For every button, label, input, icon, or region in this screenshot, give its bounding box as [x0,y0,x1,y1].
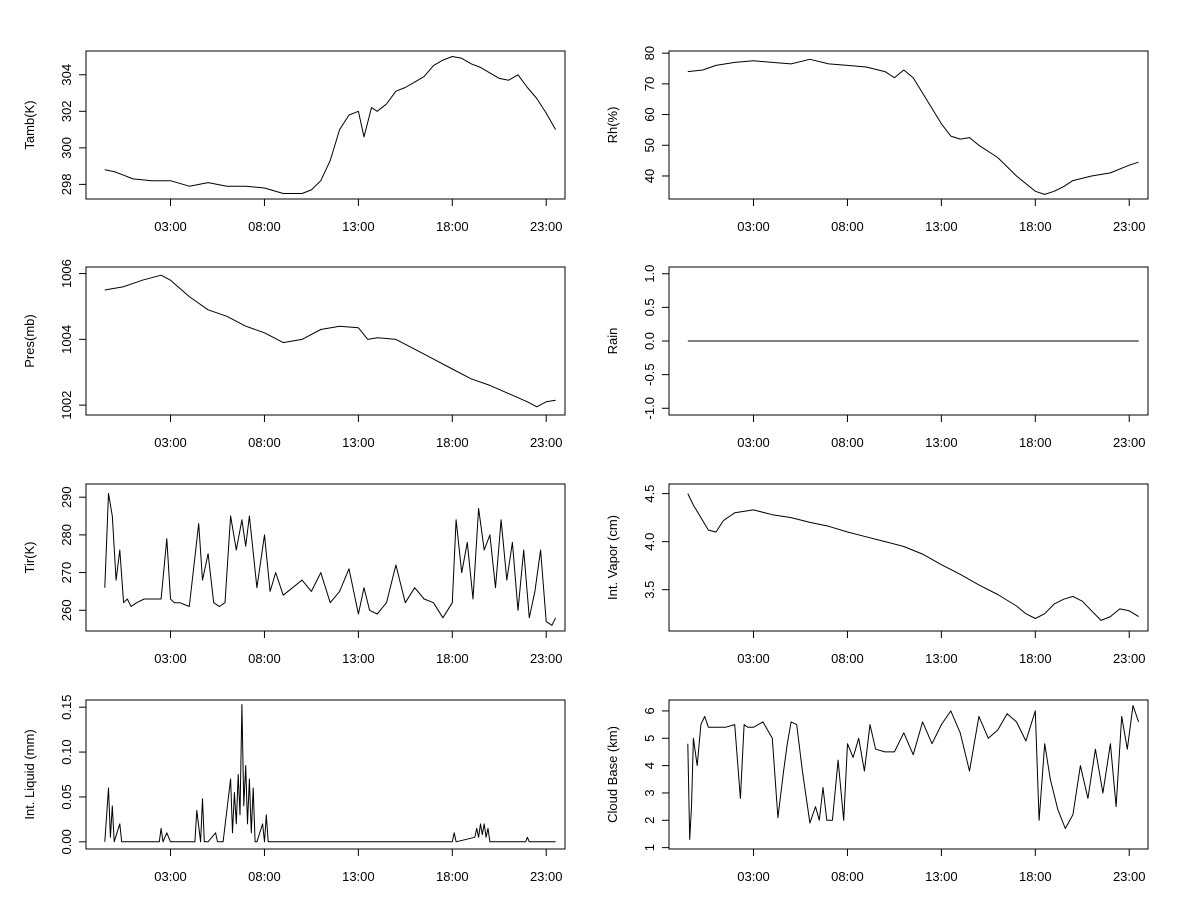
tir-k-x-tick-label: 03:00 [154,651,187,666]
tamb-k-x-tick-label: 13:00 [342,219,375,234]
cloud-base-km-y-tick-label: 6 [642,707,657,714]
rain-y-tick-label: -1.0 [642,397,657,419]
int-vapor-cm-y-tick-label: 4.5 [642,485,657,503]
tir-k-series-line [104,492,557,626]
cloud-base-km-y-tick-label: 3 [642,789,657,796]
tamb-k-x-tick-label: 18:00 [436,219,469,234]
int-liquid-mm-y-axis-label: Int. Liquid (mm) [22,729,37,819]
tir-k-plot-frame [85,483,566,632]
int-liquid-mm-y-tick-label: 0.10 [59,739,74,764]
pres-mb-series-line [104,274,556,408]
rh-x-tick-label: 13:00 [925,219,958,234]
rain-x-tick-label: 03:00 [737,435,770,450]
tir-k-y-axis-label: Tir(K) [22,541,37,573]
int-liquid-mm-plot-frame [85,699,566,850]
tir-k-x-tick-label: 08:00 [248,651,281,666]
int-liquid-mm-y-tick-label: 0.05 [59,784,74,809]
tamb-k-x-tick-label: 23:00 [530,219,563,234]
tir-k-x-tick-label: 23:00 [530,651,563,666]
rh-y-tick-label: 60 [642,107,657,121]
tir-k-x-tick-label: 18:00 [436,651,469,666]
pres-mb-x-tick-label: 23:00 [530,435,563,450]
tamb-k-x-tick-label: 03:00 [154,219,187,234]
tamb-k-x-tick-label: 08:00 [248,219,281,234]
cloud-base-km-x-tick-label: 23:00 [1113,869,1146,884]
rain-y-tick-label: -0.5 [642,363,657,385]
int-vapor-cm-x-tick-label: 18:00 [1019,651,1052,666]
tamb-k-y-axis-label: Tamb(K) [22,100,37,149]
cloud-base-km-y-tick-label: 4 [642,762,657,769]
tir-k-y-tick-label: 270 [59,562,74,584]
rh-x-tick-label: 03:00 [737,219,770,234]
int-vapor-cm-series-line [687,493,1139,621]
tamb-k-plot-frame [85,50,566,200]
pres-mb-y-tick-label: 1002 [59,391,74,420]
pres-mb-x-tick-label: 03:00 [154,435,187,450]
int-liquid-mm-x-tick-label: 23:00 [530,869,563,884]
rain-x-tick-label: 08:00 [831,435,864,450]
rh-y-tick-label: 40 [642,169,657,183]
int-vapor-cm-plot-frame [668,483,1149,632]
cloud-base-km-y-tick-label: 1 [642,844,657,851]
tir-k-x-tick-label: 13:00 [342,651,375,666]
cloud-base-km-series-line [687,705,1140,840]
int-liquid-mm-x-tick-label: 18:00 [436,869,469,884]
cloud-base-km-x-tick-label: 08:00 [831,869,864,884]
rain-x-tick-label: 23:00 [1113,435,1146,450]
int-liquid-mm-x-tick-label: 13:00 [342,869,375,884]
cloud-base-km-x-tick-label: 18:00 [1019,869,1052,884]
int-vapor-cm-y-tick-label: 4.0 [642,533,657,551]
rain-y-tick-label: 0.0 [642,332,657,350]
rh-x-tick-label: 08:00 [831,219,864,234]
rh-plot-frame [668,50,1149,200]
tamb-k-y-tick-label: 300 [59,137,74,159]
rain-x-tick-label: 13:00 [925,435,958,450]
rh-y-tick-label: 80 [642,46,657,60]
int-liquid-mm-y-tick-label: 0.15 [59,695,74,720]
rain-y-tick-label: 1.0 [642,265,657,283]
int-vapor-cm-x-tick-label: 08:00 [831,651,864,666]
tamb-k-y-tick-label: 304 [59,64,74,86]
rh-y-tick-label: 50 [642,138,657,152]
cloud-base-km-y-tick-label: 5 [642,735,657,742]
int-liquid-mm-x-tick-label: 03:00 [154,869,187,884]
rh-x-tick-label: 18:00 [1019,219,1052,234]
rain-x-tick-label: 18:00 [1019,435,1052,450]
pres-mb-x-tick-label: 08:00 [248,435,281,450]
cloud-base-km-x-tick-label: 03:00 [737,869,770,884]
int-liquid-mm-series-line [104,704,556,843]
int-vapor-cm-x-tick-label: 03:00 [737,651,770,666]
rain-y-axis-label: Rain [605,328,620,355]
tir-k-y-tick-label: 280 [59,524,74,546]
rh-y-tick-label: 70 [642,77,657,91]
int-vapor-cm-y-tick-label: 3.5 [642,581,657,599]
tamb-k-series-line [104,56,557,194]
pres-mb-x-tick-label: 13:00 [342,435,375,450]
rh-y-axis-label: Rh(%) [605,107,620,144]
rh-x-tick-label: 23:00 [1113,219,1146,234]
int-liquid-mm-y-tick-label: 0.00 [59,829,74,854]
int-vapor-cm-x-tick-label: 23:00 [1113,651,1146,666]
int-vapor-cm-y-axis-label: Int. Vapor (cm) [605,515,620,600]
pres-mb-y-tick-label: 1006 [59,259,74,288]
tir-k-y-tick-label: 260 [59,599,74,621]
int-vapor-cm-x-tick-label: 13:00 [925,651,958,666]
rain-y-tick-label: 0.5 [642,298,657,316]
pres-mb-x-tick-label: 18:00 [436,435,469,450]
cloud-base-km-x-tick-label: 13:00 [925,869,958,884]
pres-mb-y-tick-label: 1004 [59,325,74,354]
cloud-base-km-plot-frame [668,699,1149,850]
rh-series-line [687,58,1139,195]
cloud-base-km-y-axis-label: Cloud Base (km) [605,726,620,823]
tamb-k-y-tick-label: 302 [59,100,74,122]
cloud-base-km-y-tick-label: 2 [642,817,657,824]
pres-mb-plot-frame [85,266,566,416]
pres-mb-y-axis-label: Pres(mb) [22,314,37,367]
tir-k-y-tick-label: 290 [59,486,74,508]
tamb-k-y-tick-label: 298 [59,174,74,196]
int-liquid-mm-x-tick-label: 08:00 [248,869,281,884]
